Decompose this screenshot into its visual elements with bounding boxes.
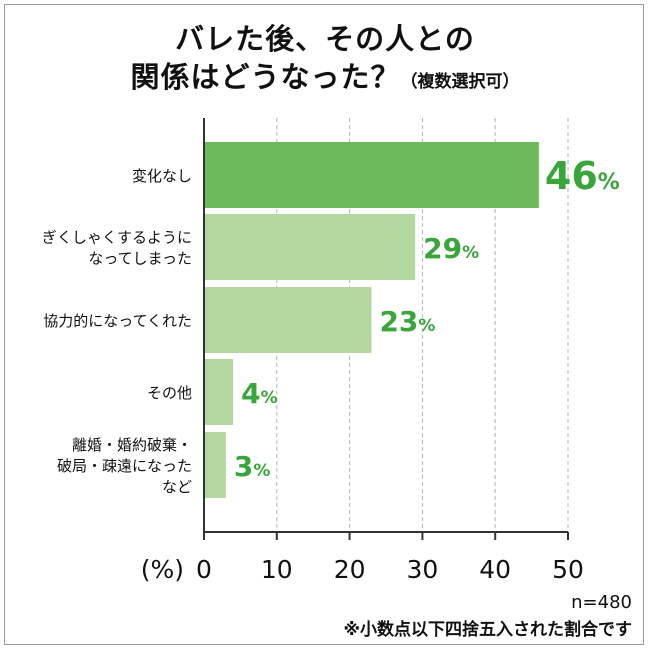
rounding-note: ※小数点以下四捨五入された割合です (343, 620, 632, 640)
value-label-4: 4% (241, 377, 278, 410)
x-tick-label-40: 40 (479, 555, 511, 584)
bar-1 (204, 142, 539, 208)
value-label-1: 46% (545, 154, 620, 198)
value-label-5: 3% (234, 450, 271, 483)
x-axis-label: (%) (141, 555, 184, 584)
x-tick-label-10: 10 (261, 555, 293, 584)
category-label-2: ぎくしゃくするようになってしまった (42, 229, 192, 268)
bar-5 (204, 432, 226, 498)
x-tick-label-20: 20 (334, 555, 366, 584)
title-line-2-sub: （複数選択可） (400, 72, 520, 92)
title-line-2-main: 関係はどうなった？ (130, 60, 401, 94)
x-tick-label-0: 0 (196, 555, 212, 584)
x-tick-label-50: 50 (552, 555, 584, 584)
x-tick-label-30: 30 (406, 555, 438, 584)
category-label-3: 協力的になってくれた (43, 312, 192, 330)
bar-4 (204, 359, 234, 425)
bar-2 (204, 214, 416, 280)
title-line-1: バレた後、その人との (175, 22, 475, 56)
value-label-3: 23% (379, 305, 435, 338)
title-line-2: 関係はどうなった？（複数選択可） (0, 58, 650, 101)
category-label-4: その他 (147, 384, 192, 402)
category-label-5: 離婚・婚約破棄・破局・疎遠になったなど (57, 436, 192, 496)
value-label-2: 29% (423, 232, 479, 265)
sample-size: n=480 (571, 592, 632, 613)
bar-3 (204, 287, 372, 353)
category-label-1: 変化なし (132, 167, 192, 185)
chart-title: バレた後、その人との 関係はどうなった？（複数選択可） (0, 20, 650, 101)
chart-frame (4, 4, 644, 645)
